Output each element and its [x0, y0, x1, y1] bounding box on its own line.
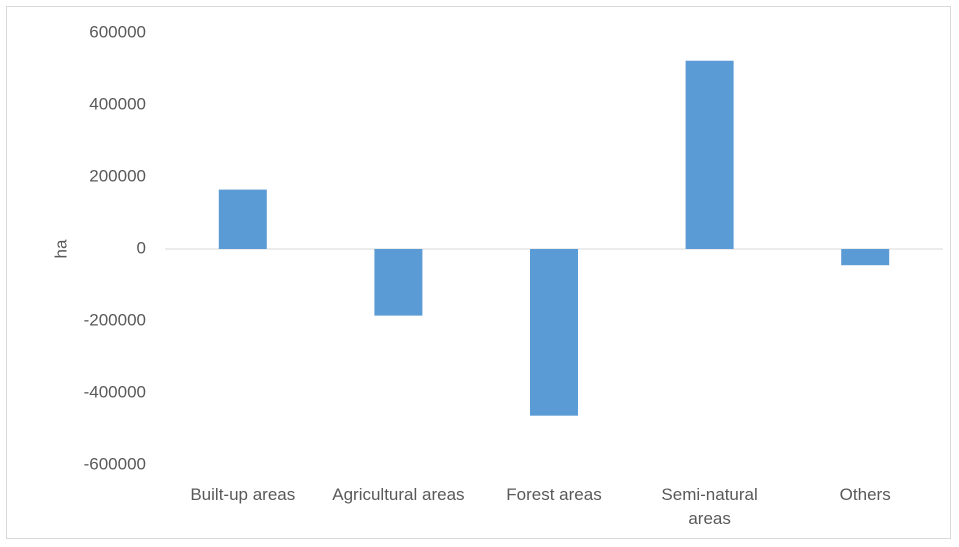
bar [841, 249, 890, 266]
y-tick-label: 600000 [89, 22, 146, 41]
y-axis-title: ha [51, 239, 70, 258]
x-category-label: Others [840, 485, 891, 504]
bar [374, 249, 423, 316]
y-tick-label: 0 [137, 238, 146, 257]
x-category-label: Agricultural areas [332, 485, 464, 504]
x-category-label: Semi-natural areas [661, 485, 757, 528]
x-axis-categories: Built-up areas Agricultural areas Forest a… [190, 485, 890, 528]
chart-frame [6, 6, 951, 539]
bars [218, 60, 890, 416]
x-category-label-line: Semi-natural [661, 485, 757, 504]
x-category-label-line: Built-up areas [190, 485, 295, 504]
y-axis-ticks: 600000 400000 200000 0 -200000 -400000 -600000 [84, 22, 146, 473]
bar [530, 249, 578, 416]
y-tick-label: -200000 [84, 310, 146, 329]
x-category-label: Built-up areas [190, 485, 295, 504]
x-category-label-line: Agricultural areas [332, 485, 464, 504]
bar [685, 60, 734, 249]
y-tick-label: 200000 [89, 166, 146, 185]
x-category-label-line: Others [840, 485, 891, 504]
y-tick-label: -600000 [84, 454, 146, 473]
bar [218, 189, 267, 249]
x-category-label-line: areas [688, 509, 731, 528]
y-tick-label: -400000 [84, 382, 146, 401]
x-category-label: Forest areas [506, 485, 601, 504]
y-tick-label: 400000 [89, 94, 146, 113]
x-category-label-line: Forest areas [506, 485, 601, 504]
